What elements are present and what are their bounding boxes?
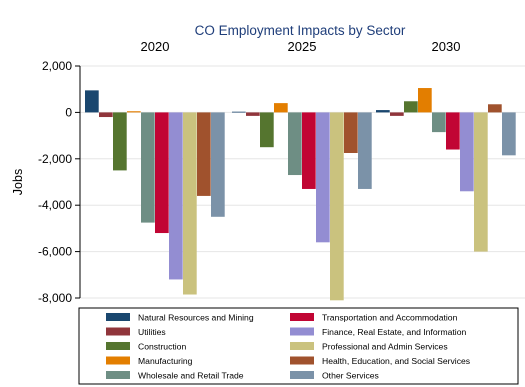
bar	[274, 103, 288, 113]
y-tick-label: -6,000	[38, 245, 72, 259]
bar	[488, 104, 502, 113]
legend-swatch	[290, 356, 314, 365]
bar	[246, 112, 260, 116]
bar	[390, 112, 404, 116]
bar	[344, 112, 358, 153]
group-label: 2030	[432, 39, 461, 54]
legend-label: Construction	[138, 342, 186, 352]
legend-label: Transportation and Accommodation	[322, 313, 458, 323]
legend-label: Natural Resources and Mining	[138, 313, 254, 323]
bar	[502, 112, 516, 156]
legend-swatch	[290, 327, 314, 336]
group-label: 2025	[288, 39, 317, 54]
y-axis-title: Jobs	[11, 169, 25, 195]
y-tick-label: -8,000	[38, 291, 72, 305]
y-axis: 2,000 0 -2,000 -4,000 -6,000 -8,000	[38, 59, 81, 305]
bar	[197, 112, 211, 196]
bar	[404, 101, 418, 113]
legend-label: Utilities	[138, 327, 166, 337]
legend-swatch	[106, 327, 130, 336]
bar	[302, 112, 316, 189]
legend-swatch	[106, 342, 130, 350]
y-tick-label: -4,000	[38, 198, 72, 212]
bar	[127, 111, 141, 113]
group-labels: 2020 2025 2030	[141, 39, 461, 54]
bar	[169, 112, 183, 280]
bar	[183, 112, 197, 295]
legend-label: Manufacturing	[138, 356, 193, 366]
bar	[376, 110, 390, 113]
legend-swatch	[290, 313, 314, 321]
legend-swatch	[106, 371, 130, 379]
legend-label: Professional and Admin Services	[322, 342, 448, 352]
bar	[418, 88, 432, 113]
y-tick-label: 2,000	[42, 59, 72, 73]
bar	[113, 112, 127, 171]
bar	[330, 112, 344, 301]
bar	[232, 111, 246, 113]
legend-swatch	[290, 371, 314, 379]
legend-label: Finance, Real Estate, and Information	[322, 327, 466, 337]
bar	[316, 112, 330, 243]
bar	[260, 112, 274, 148]
y-tick-label: -2,000	[38, 152, 72, 166]
y-tick-label: 0	[65, 105, 72, 119]
bars	[85, 88, 516, 301]
bar	[460, 112, 474, 192]
legend-swatch	[106, 356, 130, 365]
bar	[288, 112, 302, 176]
bar	[432, 112, 446, 133]
legend-label: Wholesale and Retail Trade	[138, 371, 244, 381]
legend-label: Health, Education, and Social Services	[322, 356, 470, 366]
legend-swatch	[106, 313, 130, 321]
bar	[141, 112, 155, 223]
bar	[99, 112, 113, 118]
group-label: 2020	[141, 39, 170, 54]
legend-swatch	[290, 342, 314, 350]
bar	[358, 112, 372, 189]
legend-label: Other Services	[322, 371, 379, 381]
bar	[474, 112, 488, 252]
legend: Natural Resources and Mining Utilities Con…	[78, 307, 519, 385]
bar	[446, 112, 460, 150]
bar	[211, 112, 225, 217]
bar	[85, 90, 99, 113]
chart-title: CO Employment Impacts by Sector	[195, 23, 406, 38]
bar	[155, 112, 169, 234]
